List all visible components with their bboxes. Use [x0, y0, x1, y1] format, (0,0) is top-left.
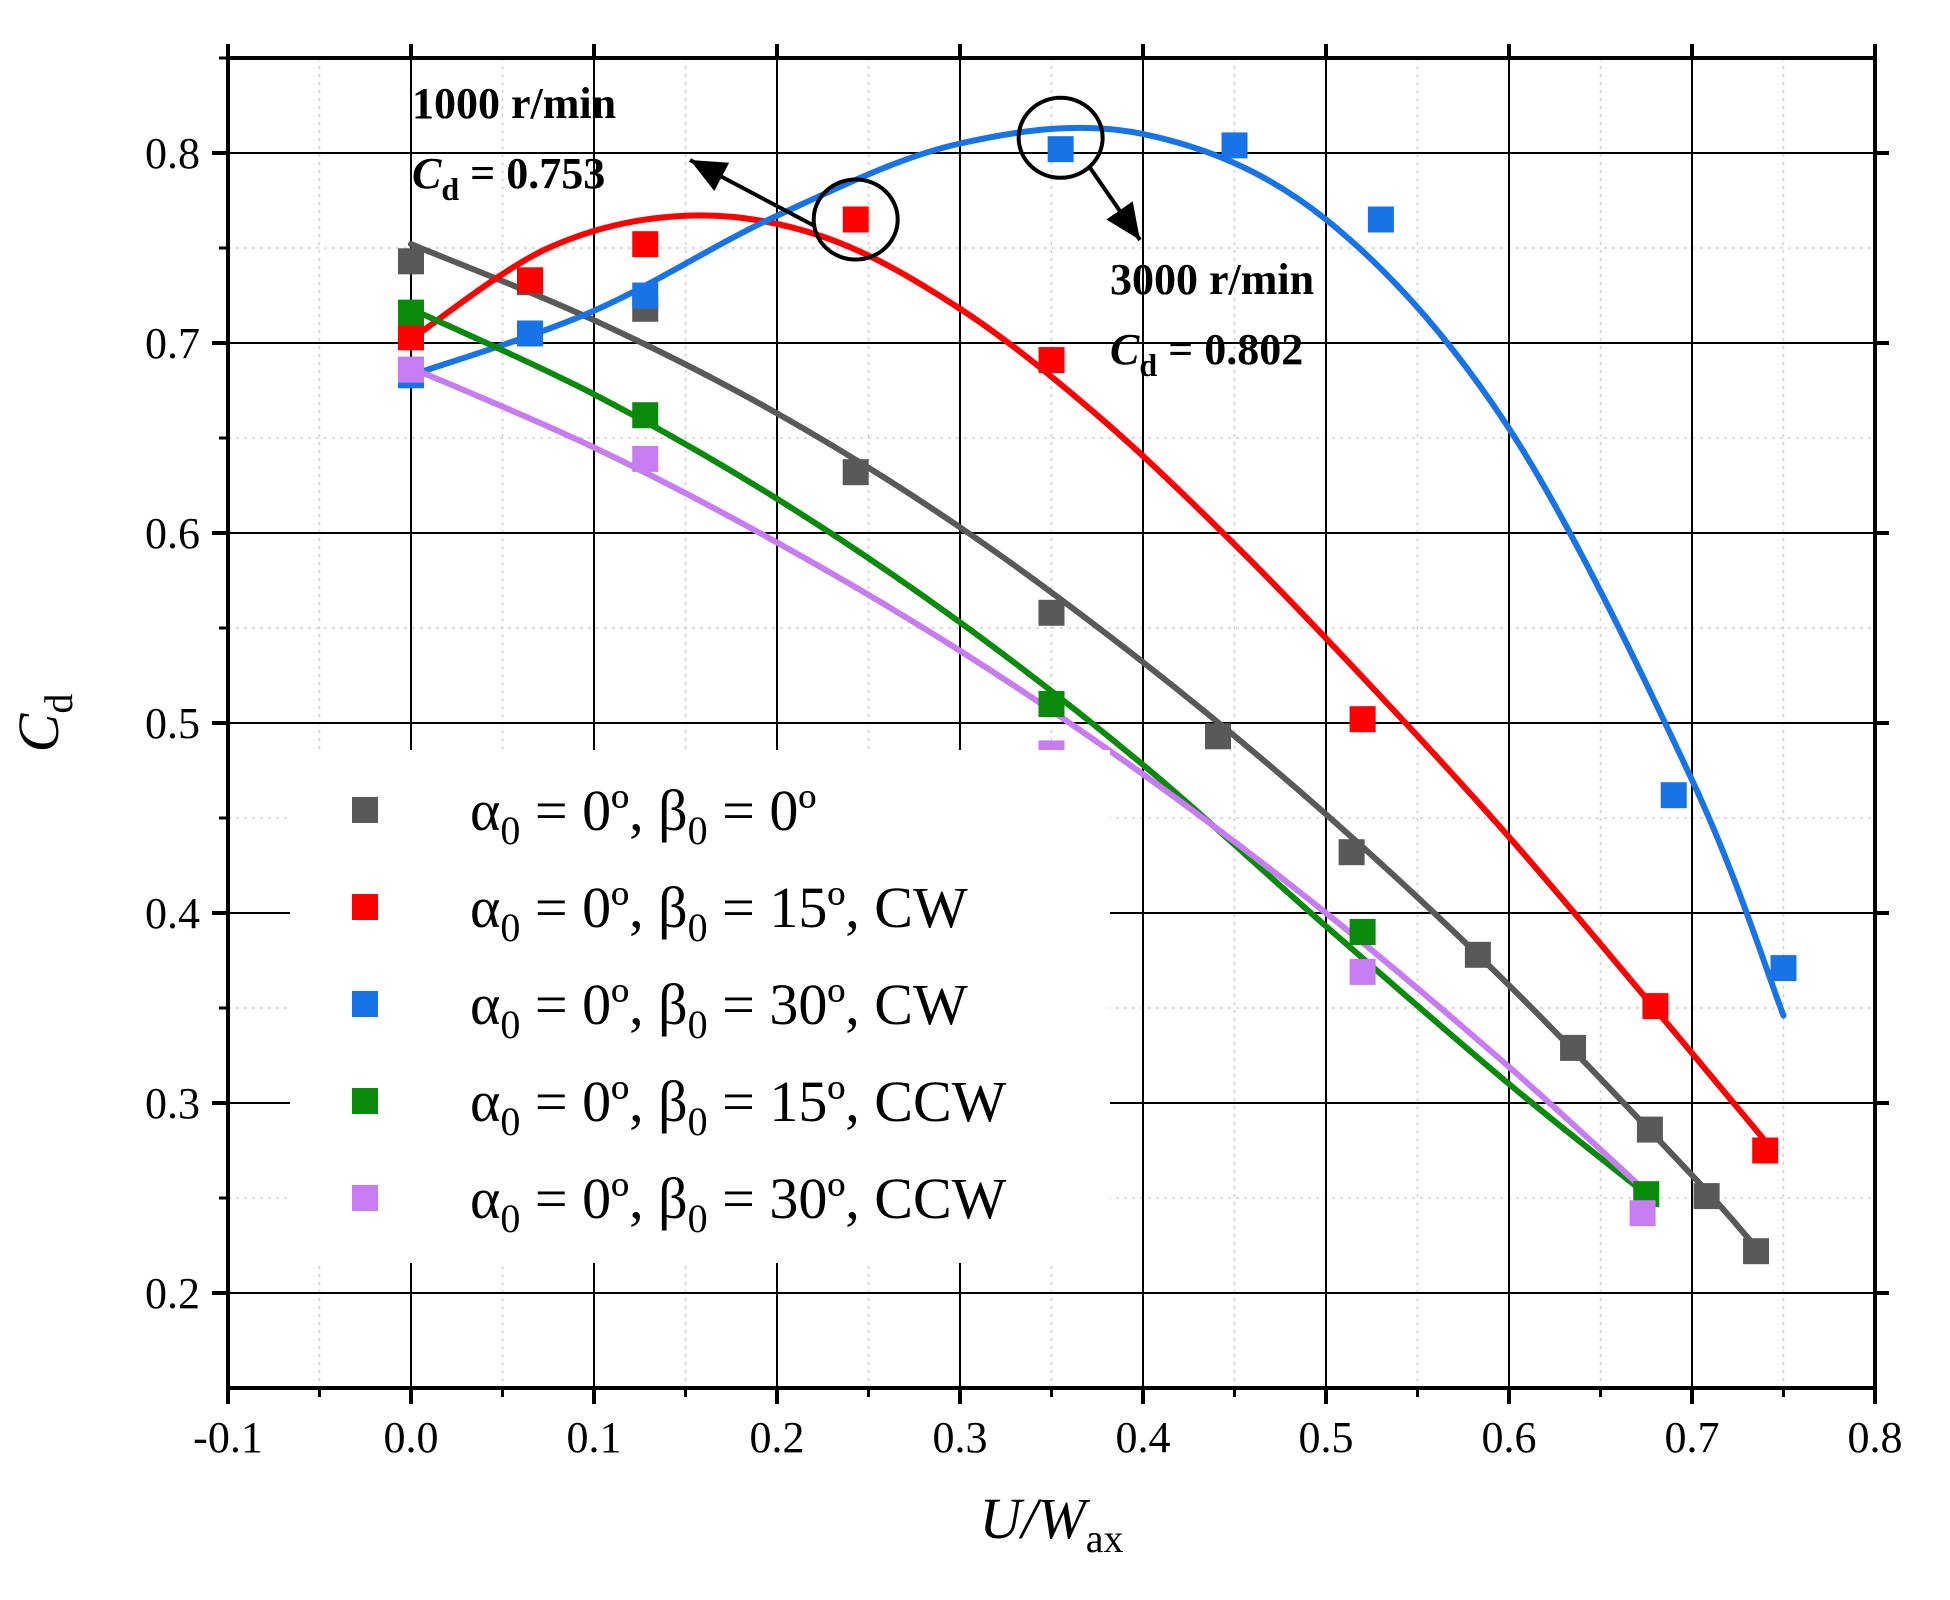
legend-swatch-0 — [352, 797, 378, 823]
data-point-series-0 — [1464, 941, 1491, 968]
y-tick-label: 0.3 — [145, 1079, 200, 1128]
data-point-series-1 — [398, 324, 424, 351]
data-point-series-4 — [632, 445, 659, 472]
x-tick-label: 0.0 — [384, 1413, 439, 1462]
y-tick-label: 0.6 — [145, 509, 200, 558]
x-tick-label: 0.1 — [567, 1413, 622, 1462]
x-tick-label: 0.2 — [750, 1413, 805, 1462]
annotation-1000-cd: Cd = 0.753 — [412, 149, 605, 207]
x-tick-label: 0.5 — [1299, 1413, 1354, 1462]
legend: α0 = 0º, β0 = 0º α0 = 0º, β0 = 15º, CW α0 … — [290, 750, 1110, 1263]
highlight-circle-1000 — [811, 177, 900, 262]
x-tick-label: -0.1 — [193, 1413, 263, 1462]
axis-ticks: -0.1 0.0 0.1 0.2 0.3 0.4 0.5 0.6 0.7 0.8 0.2 0.3 0.4… — [145, 44, 1903, 1462]
data-point-series-3 — [1038, 691, 1065, 717]
legend-swatch-4 — [352, 1185, 378, 1211]
annotation-3000-speed: 3000 r/min — [1110, 255, 1314, 304]
y-tick-label: 0.7 — [145, 319, 200, 368]
y-tick-label: 0.8 — [145, 129, 200, 178]
annotation-3000-rpm: 3000 r/min Cd = 0.802 — [1016, 95, 1314, 383]
data-point-series-0 — [1636, 1116, 1663, 1143]
fit-curve-series-2 — [408, 124, 1787, 1019]
data-point-series-0 — [1338, 839, 1365, 866]
data-point-series-0 — [1560, 1034, 1587, 1061]
legend-label-2: α0 = 0º, β0 = 30º, CW — [470, 972, 968, 1047]
data-point-series-2 — [1660, 782, 1687, 809]
data-point-series-0 — [398, 248, 424, 275]
legend-label-3: α0 = 0º, β0 = 15º, CCW — [470, 1069, 1007, 1144]
x-tick-label: 0.3 — [933, 1413, 988, 1462]
data-point-series-3 — [1349, 919, 1376, 945]
data-point-series-1 — [516, 267, 543, 294]
legend-swatch-1 — [352, 894, 378, 920]
data-point-series-1 — [1349, 706, 1376, 733]
data-point-series-0 — [842, 459, 869, 486]
data-point-series-4 — [398, 356, 424, 383]
fit-curve-series-1 — [408, 212, 1769, 1144]
y-tick-label: 0.4 — [145, 889, 200, 938]
arrow-3000 — [1087, 164, 1142, 242]
x-tick-label: 0.4 — [1116, 1413, 1171, 1462]
annotation-1000-rpm: 1000 r/min Cd = 0.753 — [412, 79, 900, 262]
annotation-1000-speed: 1000 r/min — [412, 79, 616, 128]
data-markers — [398, 132, 1797, 1265]
data-point-series-2 — [1770, 955, 1797, 982]
data-point-series-1 — [1642, 993, 1669, 1020]
data-point-series-1 — [1752, 1137, 1779, 1164]
data-point-series-0 — [1693, 1183, 1720, 1210]
data-point-series-1 — [632, 231, 659, 258]
data-point-series-2 — [516, 320, 543, 347]
data-point-series-3 — [398, 299, 424, 326]
x-axis-title: U/Wax — [979, 1486, 1123, 1561]
x-tick-label: 0.6 — [1482, 1413, 1537, 1462]
fit-curve-series-0 — [408, 241, 1760, 1251]
data-point-series-0 — [1743, 1238, 1770, 1265]
data-point-series-4 — [1629, 1200, 1656, 1227]
data-point-series-2 — [1221, 132, 1248, 159]
x-tick-label: 0.8 — [1848, 1413, 1903, 1462]
data-point-series-2 — [632, 282, 659, 309]
legend-label-4: α0 = 0º, β0 = 30º, CCW — [470, 1166, 1007, 1241]
y-tick-label: 0.5 — [145, 699, 200, 748]
legend-swatch-3 — [352, 1088, 378, 1114]
data-point-series-0 — [1038, 599, 1065, 626]
legend-label-1: α0 = 0º, β0 = 15º, CW — [470, 875, 968, 950]
annotation-3000-cd: Cd = 0.802 — [1110, 325, 1303, 383]
data-point-series-0 — [1205, 723, 1232, 750]
legend-background — [290, 750, 1110, 1263]
y-tick-label: 0.2 — [145, 1269, 200, 1318]
data-point-series-1 — [842, 206, 869, 233]
data-point-series-4 — [1349, 958, 1376, 985]
legend-swatch-2 — [352, 991, 378, 1017]
data-point-series-2 — [1367, 206, 1394, 233]
data-point-series-1 — [1038, 347, 1065, 374]
legend-label-0: α0 = 0º, β0 = 0º — [470, 778, 816, 853]
arrow-1000 — [689, 158, 815, 228]
data-point-series-3 — [632, 402, 659, 429]
highlight-circle-3000 — [1016, 95, 1105, 180]
x-tick-label: 0.7 — [1665, 1413, 1720, 1462]
data-point-series-2 — [1047, 136, 1074, 163]
y-axis-title: Cd — [6, 694, 81, 753]
